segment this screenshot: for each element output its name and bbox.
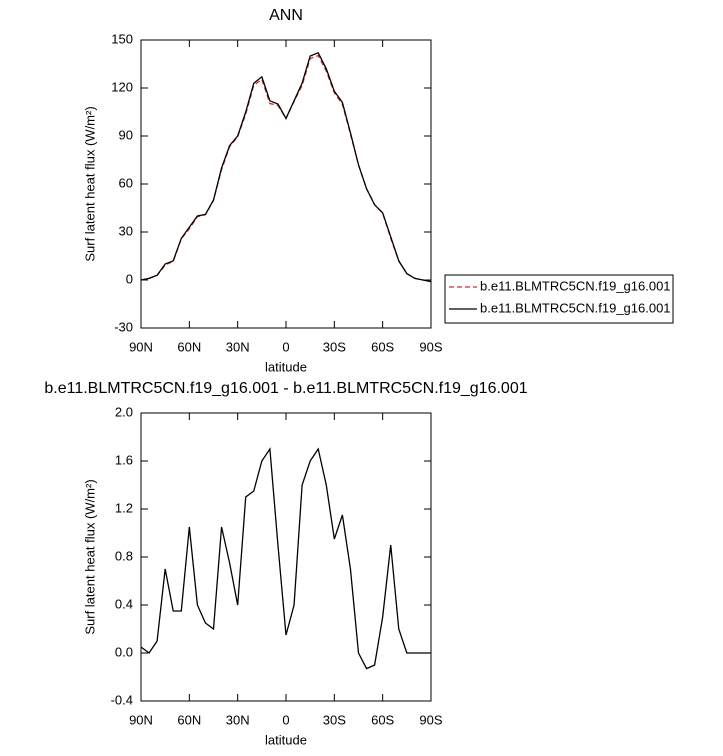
y-axis-label: Surf latent heat flux (W/m²) [82, 479, 97, 634]
y-tick-label: 90 [119, 127, 133, 142]
x-tick-label: 60S [371, 712, 394, 727]
x-tick-label: 90S [419, 712, 442, 727]
x-tick-label: 30S [323, 339, 346, 354]
y-tick-label: 2.0 [115, 404, 133, 419]
legend-label: b.e11.BLMTRC5CN.f19_g16.001 [480, 300, 671, 315]
y-tick-label: 1.2 [115, 500, 133, 515]
x-axis-label: latitude [265, 359, 307, 374]
y-tick-label: 0.8 [115, 548, 133, 563]
chart-title: b.e11.BLMTRC5CN.f19_g16.001 - b.e11.BLMT… [44, 380, 527, 397]
x-axis-label: latitude [265, 732, 307, 747]
y-tick-label: 0 [126, 271, 133, 286]
data-line [140, 447, 431, 670]
y-axis-label: Surf latent heat flux (W/m²) [82, 106, 97, 261]
x-tick-label: 90S [419, 339, 442, 354]
y-tick-label: 0.0 [115, 644, 133, 659]
x-tick-label: 30N [226, 339, 250, 354]
y-tick-label: -30 [114, 319, 133, 334]
y-tick-label: 150 [111, 31, 133, 46]
x-tick-label: 60N [177, 712, 201, 727]
x-tick-label: 30S [323, 712, 346, 727]
x-tick-label: 60N [177, 339, 201, 354]
x-tick-label: 30N [226, 712, 250, 727]
x-tick-label: 90N [129, 712, 153, 727]
plot-frame [140, 412, 432, 702]
x-tick-label: 0 [282, 339, 289, 354]
y-tick-label: 0.4 [115, 596, 133, 611]
y-tick-label: 30 [119, 223, 133, 238]
legend-box [444, 274, 674, 324]
y-tick-label: 120 [111, 79, 133, 94]
chart-title: ANN [269, 7, 303, 24]
plot-frame [140, 39, 432, 329]
y-tick-label: 1.6 [115, 452, 133, 467]
data-line [140, 54, 432, 283]
x-tick-label: 90N [129, 339, 153, 354]
legend-label: b.e11.BLMTRC5CN.f19_g16.001 [480, 278, 671, 293]
x-tick-label: 0 [282, 712, 289, 727]
y-tick-label: 60 [119, 175, 133, 190]
data-line [140, 51, 432, 283]
y-tick-label: -0.4 [111, 692, 133, 707]
x-tick-label: 60S [371, 339, 394, 354]
